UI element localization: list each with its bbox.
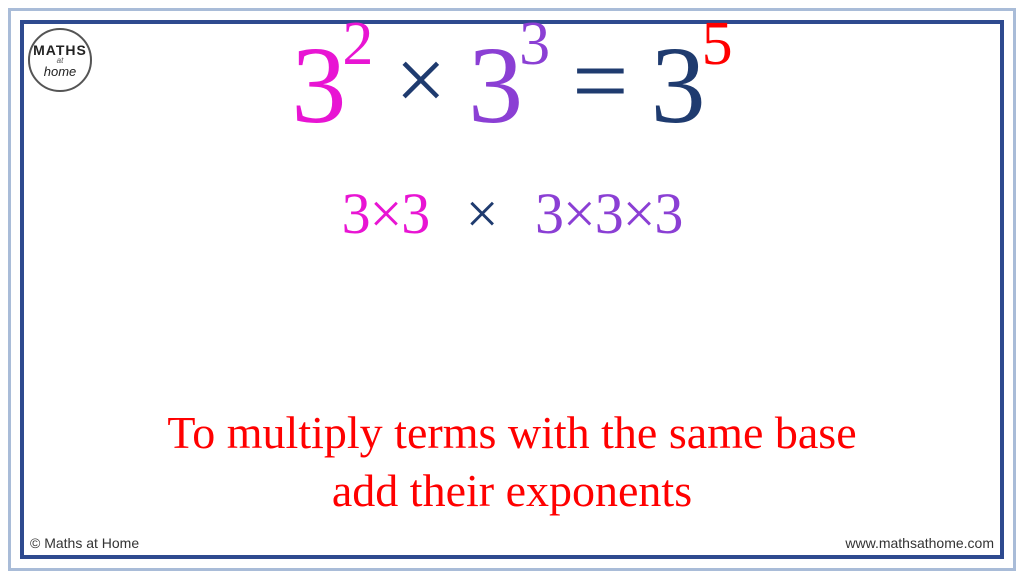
expansion-group-2: 3×3×3 xyxy=(535,181,682,246)
site-url: www.mathsathome.com xyxy=(845,535,994,551)
term2-exponent: 3 xyxy=(519,10,550,78)
main-equation: 32 × 33 = 35 xyxy=(0,30,1024,146)
term-3: 35 xyxy=(651,30,733,140)
term3-exponent: 5 xyxy=(702,10,733,78)
rule-line-2: add their exponents xyxy=(332,465,692,516)
term1-exponent: 2 xyxy=(342,10,373,78)
term2-base: 3 xyxy=(468,24,523,146)
multiply-op-1: × xyxy=(395,29,446,132)
expansion-row: 3×3 × 3×3×3 xyxy=(0,180,1024,247)
rule-text: To multiply terms with the same base add… xyxy=(0,404,1024,519)
copyright-text: © Maths at Home xyxy=(30,535,139,551)
term3-base: 3 xyxy=(651,24,706,146)
expansion-middle-op: × xyxy=(466,181,499,246)
term-2: 33 xyxy=(468,30,550,140)
expansion-group-1: 3×3 xyxy=(342,181,430,246)
term-1: 32 xyxy=(291,30,373,140)
rule-line-1: To multiply terms with the same base xyxy=(167,407,856,458)
term1-base: 3 xyxy=(291,24,346,146)
equals-sign: = xyxy=(572,23,628,138)
